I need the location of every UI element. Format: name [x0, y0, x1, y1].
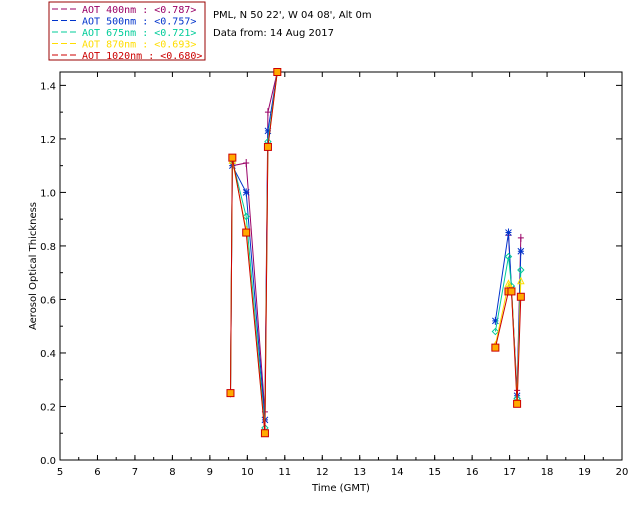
legend-entry: AOT 675nm : <0.721>: [82, 28, 196, 39]
data-point-square: [263, 142, 272, 151]
x-tick-label: 12: [316, 467, 329, 478]
series-asterisk: [227, 68, 525, 424]
x-tick-label: 6: [94, 467, 100, 478]
legend-entry: AOT 500nm : <0.757>: [82, 17, 196, 28]
data-point-square: [228, 153, 237, 162]
x-tick-label: 16: [466, 467, 479, 478]
data-point-asterisk: [505, 228, 512, 237]
legend-entry: AOT 400nm : <0.787>: [82, 5, 196, 16]
data-point-square: [491, 343, 500, 352]
plot-frame: [59, 71, 623, 461]
series-square: [226, 68, 525, 438]
series-triangle: [226, 67, 525, 437]
series-diamond: [226, 68, 525, 432]
x-tick-label: 5: [57, 467, 63, 478]
station-label: PML, N 50 22', W 04 08', Alt 0m: [213, 10, 372, 21]
x-tick-label: 15: [428, 467, 441, 478]
x-tick-label: 10: [241, 467, 254, 478]
data-point-diamond: [491, 327, 500, 336]
y-tick-label: 1.0: [40, 188, 56, 199]
x-tick-label: 11: [278, 467, 291, 478]
x-axis: 5 6 7 8 9 10 11 12 13 14 15 16 17 18 19 20: [57, 72, 629, 478]
series-plus: [227, 68, 524, 416]
y-axis: 0.0 0.2 0.4 0.6 0.8 1.0 1.2 1.4: [40, 81, 622, 467]
y-tick-label: 1.2: [40, 135, 56, 146]
data-point-asterisk: [242, 188, 250, 197]
data-point-square: [516, 292, 525, 301]
x-tick-label: 7: [132, 467, 138, 478]
x-tick-label: 17: [503, 467, 516, 478]
date-label: Data from: 14 Aug 2017: [213, 28, 334, 39]
data-point-square: [260, 429, 269, 438]
legend-box: [48, 1, 206, 61]
legend: AOT 400nm : <0.787>AOT 500nm : <0.757>AO…: [52, 5, 202, 62]
data-point-diamond: [242, 212, 250, 221]
data-point-square: [507, 287, 516, 296]
data-point-diamond: [517, 266, 525, 274]
y-tick-label: 0.2: [40, 402, 56, 413]
y-tick-label: 0.0: [40, 456, 56, 467]
data-point-plus: [243, 158, 250, 167]
x-tick-label: 13: [353, 467, 366, 478]
data-point-plus: [517, 233, 524, 242]
y-tick-label: 0.8: [40, 242, 56, 253]
data-point-triangle: [504, 279, 513, 287]
legend-entry: AOT 870nm : <0.693>: [82, 40, 196, 51]
x-axis-label: Time (GMT): [311, 483, 370, 494]
x-tick-label: 9: [207, 467, 213, 478]
data-point-square: [242, 228, 251, 237]
y-tick-label: 0.4: [40, 349, 56, 360]
y-axis-label: Aerosol Optical Thickness: [28, 202, 39, 330]
data-point-asterisk: [492, 316, 499, 325]
data-point-triangle: [517, 276, 525, 285]
x-tick-label: 18: [541, 467, 554, 478]
data-point-square: [513, 399, 522, 408]
data-point-plus: [264, 108, 271, 117]
x-tick-label: 8: [169, 467, 175, 478]
x-tick-label: 19: [578, 467, 591, 478]
data-point-asterisk: [517, 247, 525, 256]
data-point-diamond: [504, 252, 513, 261]
data-point-asterisk: [264, 126, 272, 135]
legend-entry: AOT 1020nm : <0.680>: [82, 51, 202, 62]
series-line: [230, 71, 278, 434]
data-point-square: [273, 68, 282, 76]
x-tick-label: 14: [391, 467, 404, 478]
plot-area: [226, 67, 525, 438]
y-tick-label: 1.4: [40, 81, 56, 92]
x-tick-label: 20: [616, 467, 629, 478]
data-point-square: [226, 389, 235, 398]
y-tick-label: 0.6: [40, 295, 56, 306]
